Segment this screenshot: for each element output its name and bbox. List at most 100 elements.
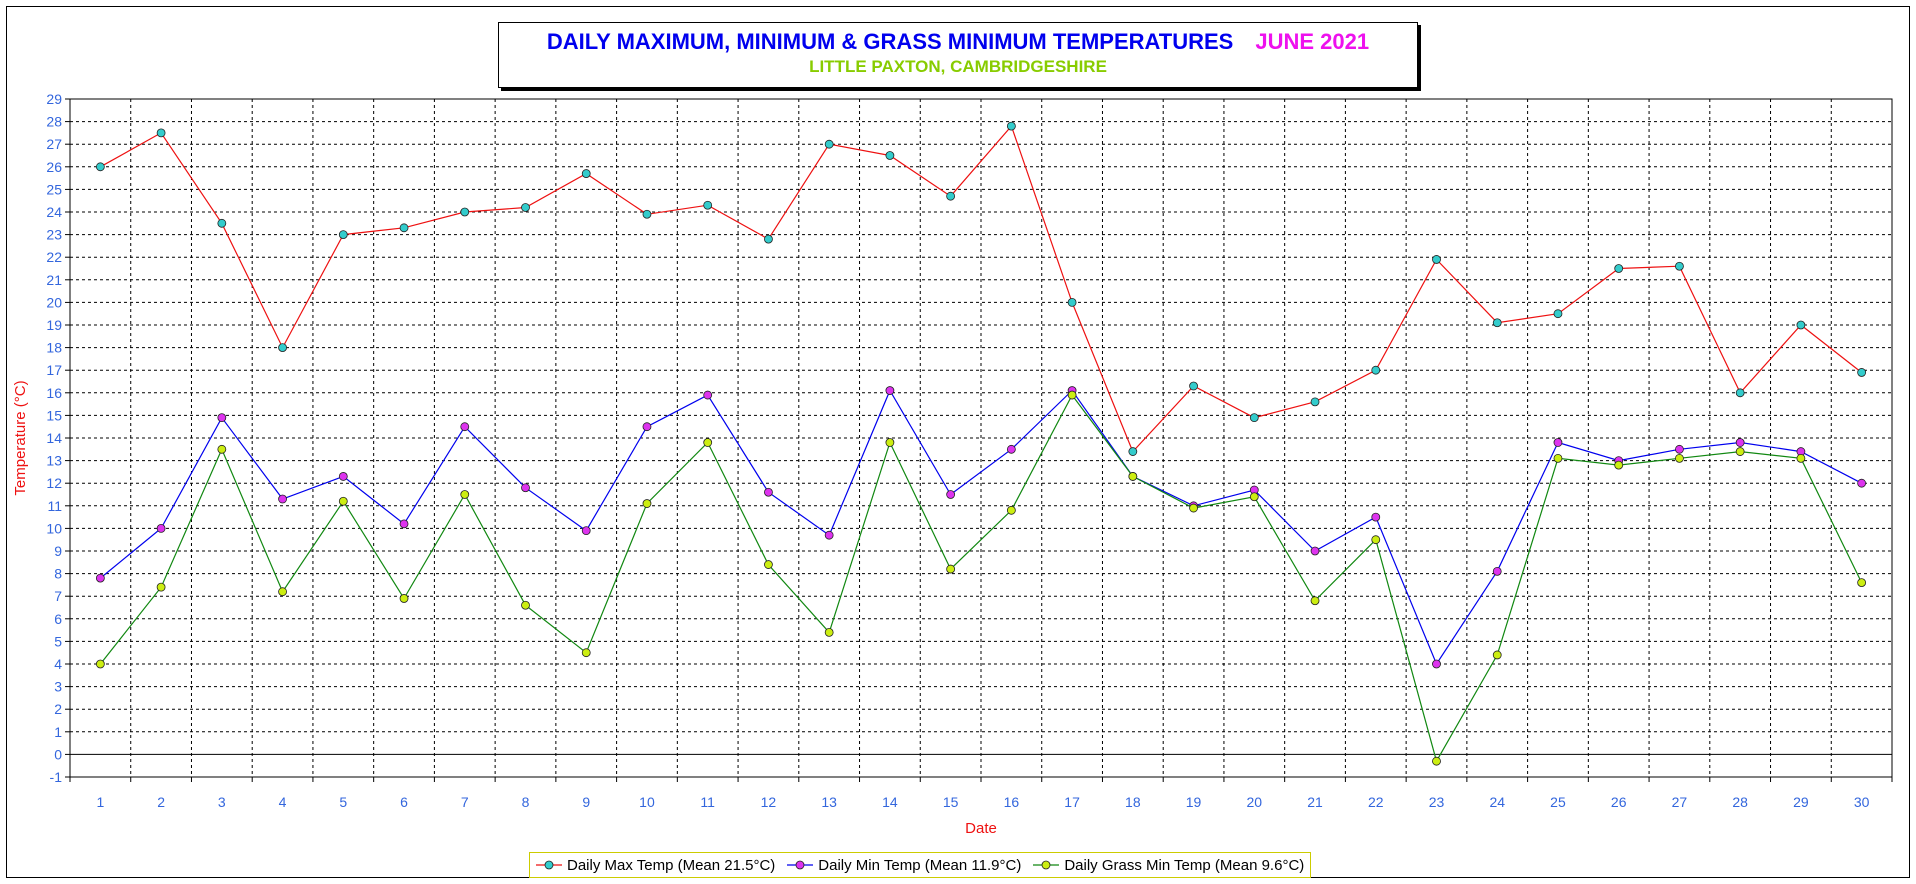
data-point-min xyxy=(521,483,530,493)
x-tick-label: 23 xyxy=(1429,794,1445,810)
chart-frame xyxy=(6,6,1910,878)
y-axis-label: Temperature (°C) xyxy=(12,380,29,495)
x-axis-label: Date xyxy=(965,820,997,837)
data-point-grass xyxy=(217,444,227,454)
x-tick-label: 2 xyxy=(157,794,165,810)
data-point-max xyxy=(460,207,470,217)
data-point-min xyxy=(338,472,348,481)
series-line-max xyxy=(100,124,1862,453)
data-point-min xyxy=(764,487,773,497)
data-point-max xyxy=(338,230,348,240)
y-tick-label: 24 xyxy=(46,204,62,220)
data-point-min xyxy=(885,386,895,395)
data-point-grass xyxy=(824,627,834,637)
x-tick-label: 9 xyxy=(582,794,590,810)
y-tick-label: 21 xyxy=(46,272,62,288)
data-point-min xyxy=(1675,444,1684,454)
y-tick-label: 17 xyxy=(46,362,62,378)
y-tick-label: 18 xyxy=(46,340,62,356)
data-point-grass xyxy=(1553,453,1563,463)
data-point-min xyxy=(1492,566,1502,576)
data-point-max xyxy=(824,139,834,149)
y-tick-label: 12 xyxy=(46,475,62,491)
data-point-max xyxy=(1067,297,1077,307)
y-tick-label: 29 xyxy=(46,91,62,107)
data-point-max xyxy=(946,191,956,201)
data-point-max xyxy=(764,234,773,244)
x-tick-label: 13 xyxy=(821,794,837,810)
y-tick-label: 19 xyxy=(46,317,62,333)
data-point-max xyxy=(1189,381,1198,391)
data-point-min xyxy=(1310,546,1320,556)
y-tick-label: 28 xyxy=(46,114,62,130)
chart-subtitle: LITTLE PAXTON, CAMBRIDGESHIRE xyxy=(809,57,1107,76)
data-point-grass xyxy=(1614,460,1624,470)
legend-label-grass: Daily Grass Min Temp (Mean 9.6°C) xyxy=(1064,856,1305,874)
data-point-min xyxy=(278,494,287,504)
tick-labels: -101234567891011121314151617181920212223… xyxy=(46,91,1869,810)
data-point-grass xyxy=(1249,492,1259,502)
y-tick-label: 0 xyxy=(54,746,62,762)
data-point-min xyxy=(946,490,956,499)
x-tick-label: 18 xyxy=(1125,794,1141,810)
data-point-min xyxy=(1857,478,1867,488)
data-point-grass xyxy=(460,490,470,499)
data-point-max xyxy=(1857,368,1867,377)
data-point-grass xyxy=(1857,578,1867,588)
y-tick-label: 14 xyxy=(46,430,62,446)
legend-item-grass: Daily Grass Min Temp (Mean 9.6°C) xyxy=(1033,857,1304,874)
data-point-min xyxy=(642,422,652,432)
legend-swatch-min xyxy=(787,860,814,870)
y-tick-label: 27 xyxy=(46,136,62,152)
data-point-max xyxy=(1432,255,1441,264)
data-point-grass xyxy=(1675,453,1684,463)
data-point-grass xyxy=(885,438,895,447)
data-point-max xyxy=(1310,397,1320,407)
data-point-grass xyxy=(1796,453,1806,463)
legend-item-min: Daily Min Temp (Mean 11.9°C) xyxy=(787,857,1021,874)
x-tick-label: 22 xyxy=(1368,794,1384,810)
data-point-min xyxy=(1371,512,1381,522)
series-lines xyxy=(95,121,1867,766)
data-point-min xyxy=(399,519,409,529)
y-tick-label: 13 xyxy=(46,453,62,469)
y-tick-label: 11 xyxy=(47,498,62,514)
data-point-grass xyxy=(1128,472,1138,481)
x-tick-label: 7 xyxy=(461,794,469,810)
chart-legend: Daily Max Temp (Mean 21.5°C) Daily Min Te… xyxy=(529,852,1312,878)
x-tick-label: 26 xyxy=(1611,794,1627,810)
data-point-grass xyxy=(1371,535,1381,545)
data-point-max xyxy=(642,209,652,219)
x-tick-label: 24 xyxy=(1489,794,1505,810)
x-tick-label: 5 xyxy=(339,794,347,810)
y-tick-label: 20 xyxy=(46,294,62,310)
data-point-min xyxy=(703,390,713,400)
legend-swatch-max xyxy=(536,860,562,870)
series-line-grass xyxy=(99,393,1863,763)
legend-item-max: Daily Max Temp (Mean 21.5°C) xyxy=(536,857,775,874)
data-point-grass xyxy=(1006,505,1016,515)
data-point-max xyxy=(1371,365,1381,375)
y-tick-label: 5 xyxy=(54,633,62,649)
data-point-grass xyxy=(946,564,956,574)
y-tick-label: 3 xyxy=(54,679,62,695)
x-tick-label: 15 xyxy=(943,794,959,810)
data-point-grass xyxy=(1067,390,1077,400)
data-point-grass xyxy=(1735,447,1745,456)
data-point-grass xyxy=(399,594,409,603)
data-point-max xyxy=(1796,320,1806,330)
data-point-max xyxy=(703,200,713,210)
data-point-max xyxy=(1675,261,1684,271)
data-point-grass xyxy=(95,659,105,669)
data-point-grass xyxy=(1492,650,1502,660)
data-point-grass xyxy=(764,560,773,569)
y-tick-label: 9 xyxy=(54,543,62,559)
legend-label-min: Daily Min Temp (Mean 11.9°C) xyxy=(818,856,1022,874)
y-tick-label: 4 xyxy=(54,656,62,672)
data-point-min xyxy=(1735,438,1745,447)
x-tick-label: 21 xyxy=(1307,794,1323,810)
data-point-max xyxy=(581,169,591,178)
data-point-grass xyxy=(156,582,166,592)
y-tick-label: 10 xyxy=(46,520,62,536)
